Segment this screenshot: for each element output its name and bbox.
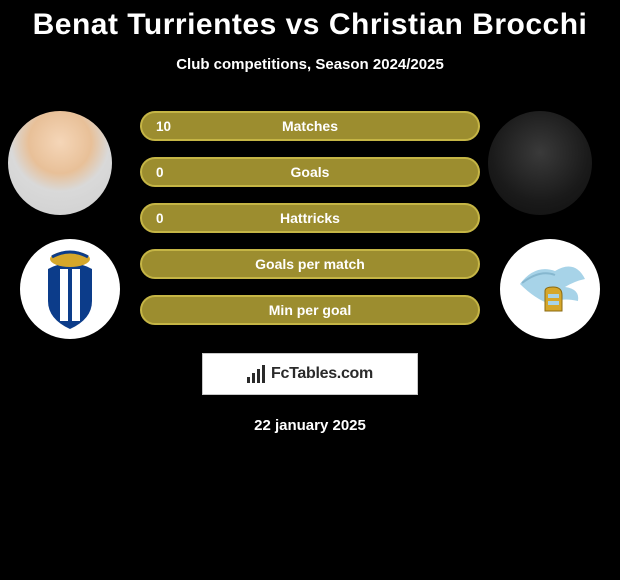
- crest-icon: [500, 239, 600, 339]
- brand-text: FcTables.com: [271, 365, 373, 383]
- stat-row-goals-per-match: Goals per match: [140, 249, 480, 279]
- stat-left-value: 0: [156, 211, 164, 226]
- page-title: Benat Turrientes vs Christian Brocchi: [0, 0, 620, 42]
- stat-left-value: 10: [156, 119, 171, 134]
- bar-chart-icon: [247, 365, 265, 383]
- stat-label: Hattricks: [280, 210, 340, 226]
- stat-label: Goals per match: [255, 256, 365, 272]
- club-left-crest: [20, 239, 120, 339]
- player-right-avatar: [488, 111, 592, 215]
- club-right-crest: [500, 239, 600, 339]
- stat-row-matches: 10 Matches: [140, 111, 480, 141]
- player-left-avatar: [8, 111, 112, 215]
- stat-row-goals: 0 Goals: [140, 157, 480, 187]
- stat-row-min-per-goal: Min per goal: [140, 295, 480, 325]
- stat-label: Goals: [291, 164, 330, 180]
- brand-badge: FcTables.com: [202, 353, 418, 395]
- stats-area: 10 Matches 0 Goals 0 Hattricks Goals per…: [0, 111, 620, 341]
- stat-left-value: 0: [156, 165, 164, 180]
- crest-icon: [20, 239, 120, 339]
- stat-bars: 10 Matches 0 Goals 0 Hattricks Goals per…: [140, 111, 480, 341]
- subtitle: Club competitions, Season 2024/2025: [0, 56, 620, 73]
- stat-label: Min per goal: [269, 302, 351, 318]
- stat-row-hattricks: 0 Hattricks: [140, 203, 480, 233]
- stat-label: Matches: [282, 118, 338, 134]
- date-line: 22 january 2025: [0, 417, 620, 434]
